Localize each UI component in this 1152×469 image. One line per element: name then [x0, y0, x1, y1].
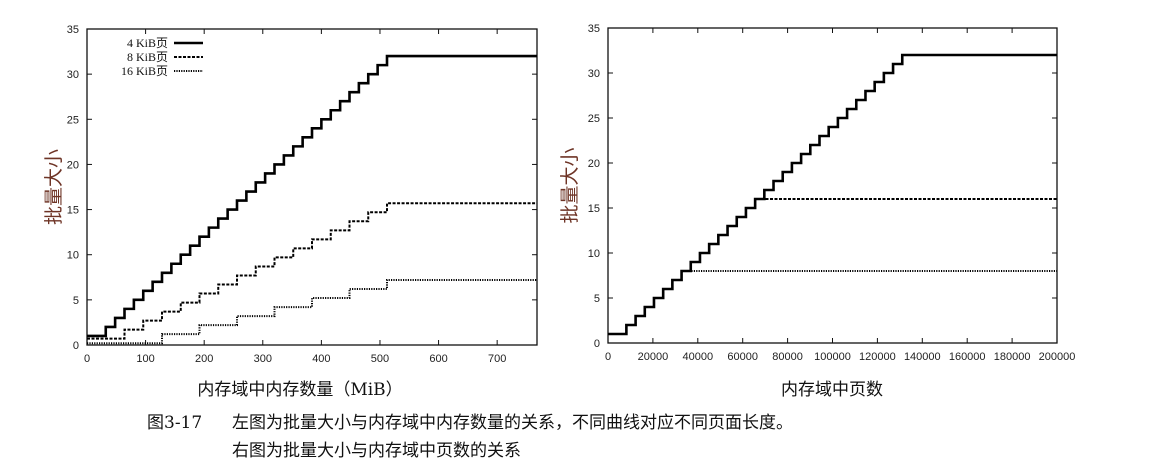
- series-line-4kib: [608, 53, 1057, 336]
- x-tick-label: 0: [84, 353, 90, 365]
- y-tick-label: 35: [67, 24, 79, 36]
- x-tick-label: 160000: [949, 351, 986, 363]
- y-tick-label: 0: [594, 338, 600, 350]
- x-tick-label: 120000: [859, 351, 896, 363]
- caption-line-1: 左图为批量大小与内存域中内存数量的关系，不同曲线对应不同页面长度。: [232, 413, 793, 433]
- y-tick-label: 30: [588, 68, 600, 80]
- y-tick-label: 15: [67, 205, 79, 217]
- x-tick-label: 700: [488, 353, 506, 365]
- legend-label: 8 KiB页: [127, 50, 168, 64]
- y-tick-label: 35: [588, 23, 600, 35]
- y-axis-label: 批量大小: [43, 149, 65, 225]
- caption-number: 图3-17: [147, 413, 203, 433]
- y-tick-label: 20: [588, 158, 600, 170]
- x-tick-label: 80000: [772, 351, 803, 363]
- series-line-8kib: [608, 198, 1057, 335]
- plot-frame: [86, 28, 538, 346]
- legend-label: 4 KiB页: [127, 36, 168, 50]
- y-tick-label: 0: [73, 340, 79, 352]
- x-tick-label: 180000: [994, 351, 1031, 363]
- x-tick-label: 600: [429, 353, 447, 365]
- x-tick-label: 200: [195, 353, 213, 365]
- series-line-4kib: [87, 54, 537, 338]
- x-tick-label: 0: [605, 351, 611, 363]
- y-tick-label: 30: [67, 69, 79, 81]
- x-tick-label: 200000: [1039, 351, 1076, 363]
- y-tick-label: 10: [67, 250, 79, 262]
- y-tick-label: 5: [73, 295, 79, 307]
- x-tick-label: 20000: [638, 351, 669, 363]
- x-tick-label: 100000: [814, 351, 851, 363]
- legend-label: 16 KiB页: [121, 64, 168, 78]
- y-tick-label: 20: [67, 159, 79, 171]
- chart-right: 0 20000 40000 60000 80000 100000 120000 140000 1…: [559, 23, 1075, 400]
- series-line-8kib: [87, 202, 537, 340]
- x-tick-label: 40000: [683, 351, 714, 363]
- chart-left: 0 100 200 300 400 500 600 700 0 5 10 15 20 25 30 35 内存域中…: [43, 24, 538, 400]
- x-axis-label: 内存域中内存数量（MiB）: [197, 380, 402, 400]
- x-axis-label: 内存域中页数: [781, 380, 883, 400]
- x-tick-label: 140000: [904, 351, 941, 363]
- x-tick-label: 100: [136, 353, 154, 365]
- y-axis-label: 批量大小: [559, 147, 581, 223]
- x-tick-label: 400: [312, 353, 330, 365]
- y-tick-label: 25: [588, 113, 600, 125]
- plot-frame: [607, 27, 1058, 344]
- y-tick-label: 10: [588, 248, 600, 260]
- series-line-16kib: [87, 278, 537, 345]
- caption-line-2: 右图为批量大小与内存域中页数的关系: [232, 441, 521, 461]
- x-tick-label: 500: [371, 353, 389, 365]
- x-tick-label: 300: [254, 353, 272, 365]
- x-tick-label: 60000: [727, 351, 758, 363]
- y-tick-label: 25: [67, 114, 79, 126]
- y-tick-label: 5: [594, 293, 600, 305]
- y-tick-label: 15: [588, 203, 600, 215]
